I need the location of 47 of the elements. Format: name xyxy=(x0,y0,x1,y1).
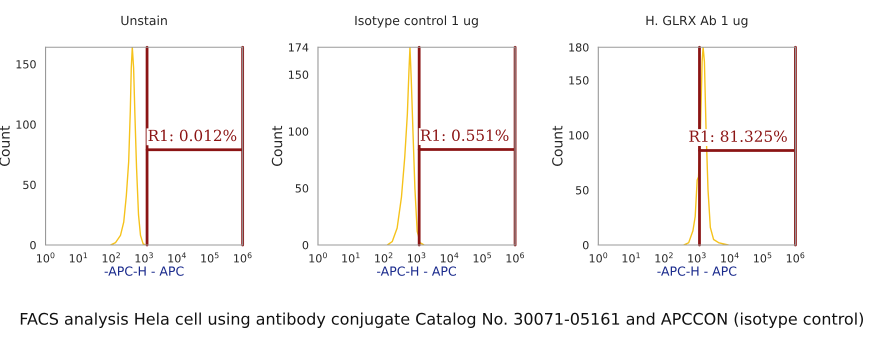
x-tick-label: 10$^{4}$ xyxy=(440,252,458,263)
y-tick-label: 50 xyxy=(576,186,589,194)
y-tick-label: 0 xyxy=(582,240,589,250)
x-axis-title: -APC-H - APC xyxy=(657,266,736,276)
x-tick-label: 10$^{3}$ xyxy=(688,252,706,263)
annotation: R1: 81.325% xyxy=(689,130,787,142)
x-tick-label: 10$^{6}$ xyxy=(506,252,524,263)
x-tick-label: 10$^{3}$ xyxy=(136,252,153,263)
x-tick-label: 10$^{6}$ xyxy=(234,252,252,263)
chart-title: Isotype control 1 ug xyxy=(355,16,478,28)
y-tick-label: 50 xyxy=(23,180,36,190)
x-axis-title: -APC-H - APC xyxy=(377,266,456,276)
text: FACS analysis Hela cell using antibody conjugate Catalog No. 30071-05161 and APCCON (isotype control) xyxy=(20,312,863,328)
x-axis-title: -APC-H - APC xyxy=(104,266,184,276)
x-tick-label: 10$^{0}$ xyxy=(590,252,608,263)
y-tick-label: 180 xyxy=(569,43,589,52)
x-tick-label: 10$^{5}$ xyxy=(201,252,219,263)
annotation: R1: 0.551% xyxy=(420,129,508,142)
x-tick-label: 10$^{1}$ xyxy=(342,252,360,263)
y-tick-label: 0 xyxy=(302,240,308,250)
x-tick-label: 10$^{0}$ xyxy=(309,252,327,263)
x-tick-label: 10$^{1}$ xyxy=(70,252,88,263)
chart-title: Unstain xyxy=(121,16,167,26)
y-tick-label: 100 xyxy=(288,127,308,136)
chart-title: H. GLRX Ab 1 ug xyxy=(646,16,748,28)
x-tick-label: 10$^{1}$ xyxy=(622,252,640,263)
y-tick-label: 174 xyxy=(288,43,308,52)
y-tick-label: 100 xyxy=(16,120,36,129)
x-tick-label: 10$^{5}$ xyxy=(474,252,491,263)
y-tick-label: 150 xyxy=(569,76,589,85)
x-tick-label: 10$^{0}$ xyxy=(36,252,54,263)
y-tick-label: 150 xyxy=(16,60,36,69)
x-tick-label: 10$^{6}$ xyxy=(786,252,804,263)
x-tick-label: 10$^{2}$ xyxy=(375,252,392,263)
y-tick-label: 50 xyxy=(296,184,308,193)
y-axis-title: Count xyxy=(272,126,282,166)
y-axis-title: Count xyxy=(552,126,563,166)
x-tick-label: 10$^{2}$ xyxy=(655,252,673,263)
y-tick-label: 100 xyxy=(569,131,589,140)
x-tick-label: 10$^{5}$ xyxy=(754,252,772,263)
x-tick-label: 10$^{2}$ xyxy=(102,252,120,263)
x-tick-label: 10$^{3}$ xyxy=(408,252,426,263)
y-tick-label: 150 xyxy=(288,70,308,79)
annotation: R1: 0.012% xyxy=(148,130,236,142)
x-tick-label: 10$^{4}$ xyxy=(721,252,739,263)
x-tick-label: 10$^{4}$ xyxy=(168,252,186,263)
y-tick-label: 0 xyxy=(30,240,36,250)
